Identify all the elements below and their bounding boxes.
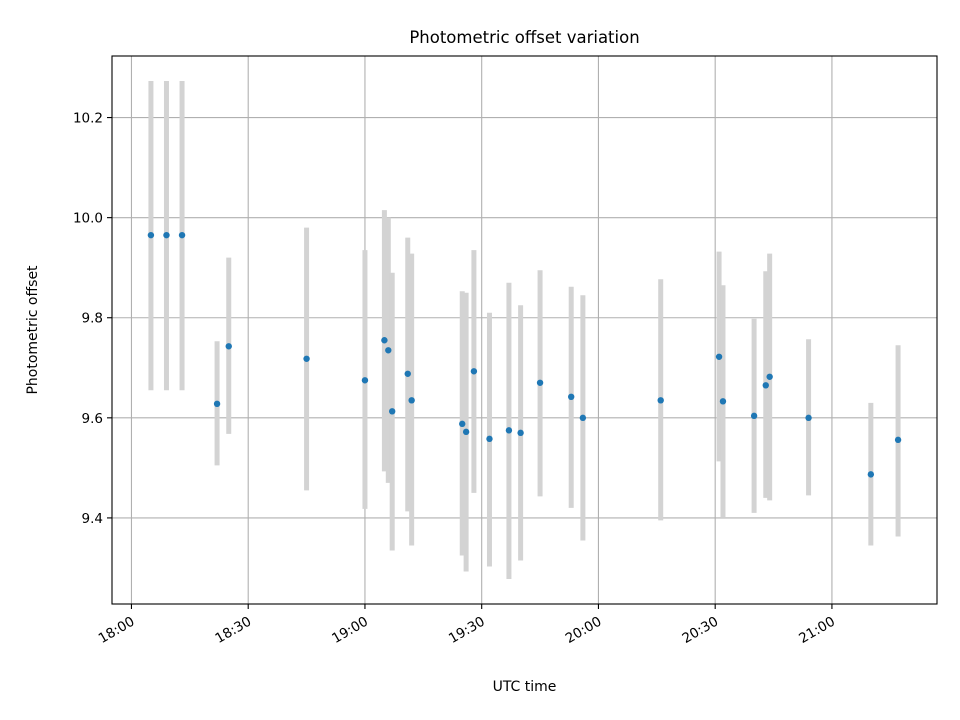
data-point (462, 428, 470, 436)
data-point (894, 436, 902, 444)
data-point (567, 393, 575, 401)
data-point (225, 343, 232, 350)
data-point (766, 373, 773, 380)
data-point (459, 420, 466, 428)
data-point (147, 231, 155, 239)
data-point (404, 370, 411, 377)
data-point (517, 429, 524, 437)
data-point (762, 382, 769, 389)
data-point (213, 400, 221, 408)
plot-frame (111, 55, 938, 605)
data-point (536, 379, 544, 386)
data-point (579, 414, 587, 422)
data-point (719, 398, 727, 405)
data-point (385, 347, 392, 354)
data-point (486, 435, 493, 443)
y-tick-label: 9.4 (82, 511, 103, 527)
data-point (381, 337, 388, 344)
data-point (408, 397, 415, 404)
data-point (715, 353, 723, 360)
data-point (505, 427, 513, 434)
data-point (470, 368, 478, 375)
data-point (657, 397, 664, 404)
data-points (147, 231, 902, 478)
data-point (178, 231, 186, 239)
data-point (750, 412, 758, 420)
grid-lines (112, 56, 937, 604)
data-point (388, 408, 396, 415)
y-tick-label: 10.0 (73, 211, 103, 227)
y-axis-ticks: 9.4 9.6 9.8 10.0 10.2 (73, 111, 112, 527)
y-tick-label: 9.8 (82, 311, 103, 327)
data-point (805, 414, 812, 422)
x-axis-title: UTC time (493, 679, 557, 695)
y-tick-label: 10.2 (73, 111, 103, 127)
data-point (867, 471, 875, 478)
y-tick-label: 9.6 (82, 411, 103, 427)
data-point (163, 231, 170, 239)
data-point (361, 377, 369, 384)
chart-title: Photometric offset variation (409, 28, 639, 47)
data-point (303, 355, 310, 362)
y-axis-title: Photometric offset (25, 265, 41, 395)
